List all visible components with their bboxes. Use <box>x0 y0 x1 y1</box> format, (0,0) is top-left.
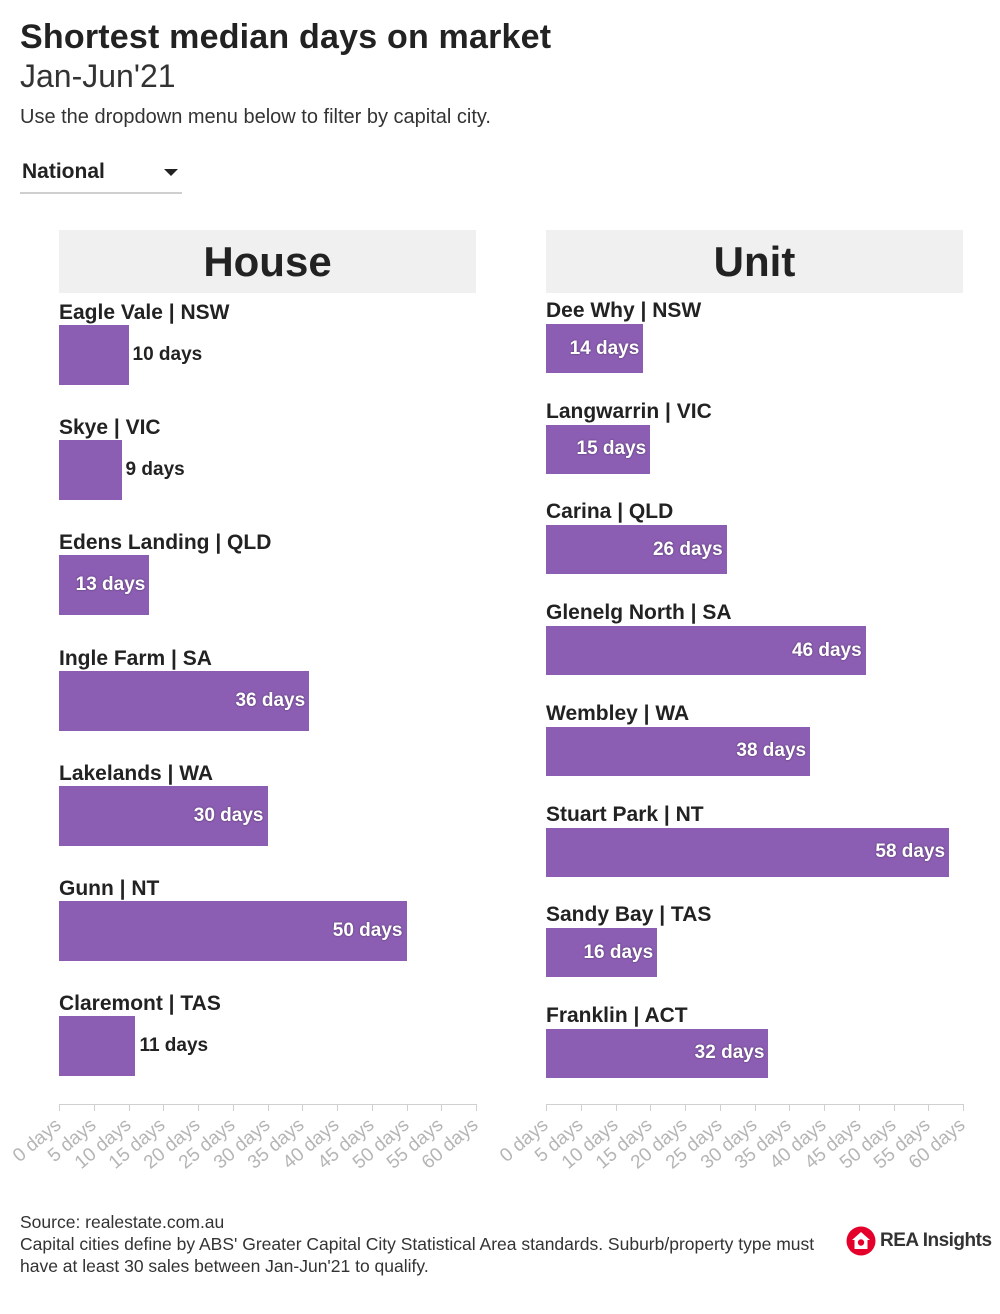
unit-value-label: 16 days <box>583 941 654 963</box>
house-tick-mark <box>198 1104 199 1111</box>
unit-value-label: 46 days <box>791 639 862 661</box>
house-bar[interactable] <box>59 670 310 731</box>
chevron-down-icon <box>164 169 178 176</box>
house-bar[interactable] <box>59 901 407 961</box>
city-filter-dropdown[interactable]: National <box>20 152 182 194</box>
unit-tick-mark <box>824 1104 825 1111</box>
unit-panel-header: Unit <box>546 230 963 293</box>
unit-tick-mark <box>720 1104 721 1111</box>
unit-tick-mark <box>928 1104 929 1111</box>
source-note: Source: realestate.com.au <box>20 1212 225 1232</box>
house-tick-mark <box>233 1104 234 1111</box>
house-tick-mark <box>94 1104 95 1111</box>
unit-tick-mark <box>755 1104 756 1111</box>
unit-tick-mark <box>859 1104 860 1111</box>
unit-category-label: Stuart Park | NT <box>546 802 704 826</box>
unit-tick-mark <box>650 1104 651 1111</box>
unit-value-label: 15 days <box>576 438 647 460</box>
unit-category-label: Franklin | ACT <box>546 1003 688 1027</box>
house-panel-header: House <box>59 230 476 293</box>
unit-bar[interactable] <box>546 726 811 776</box>
house-tick-mark <box>407 1104 408 1111</box>
unit-tick-mark <box>894 1104 895 1111</box>
house-category-label: Gunn | NT <box>59 877 160 900</box>
house-value-label: 36 days <box>235 689 306 711</box>
unit-value-label: 26 days <box>652 538 723 560</box>
unit-tick-mark <box>685 1104 686 1111</box>
house-tick-mark <box>59 1104 60 1111</box>
unit-category-label: Dee Why | NSW <box>546 299 702 322</box>
house-bar[interactable] <box>59 555 150 616</box>
unit-tick-mark <box>789 1104 790 1111</box>
house-tick-mark <box>268 1104 269 1111</box>
house-tick-mark <box>476 1104 477 1111</box>
unit-tick-mark <box>581 1104 582 1111</box>
chart-title: Shortest median days on market <box>20 18 552 56</box>
house-tick-mark <box>302 1104 303 1111</box>
unit-bar[interactable] <box>546 827 950 877</box>
methodology-note: Capital cities define by ABS' Greater Ca… <box>20 1234 815 1276</box>
house-value-label: 13 days <box>75 574 146 596</box>
unit-category-label: Sandy Bay | TAS <box>546 903 712 927</box>
house-category-label: Ingle Farm | SA <box>59 646 212 670</box>
house-tick-mark <box>163 1104 164 1111</box>
house-value-label: 10 days <box>132 344 203 365</box>
house-value-label: 11 days <box>139 1035 209 1057</box>
house-value-label: 30 days <box>193 804 264 826</box>
house-tick-mark <box>337 1104 338 1111</box>
unit-value-label: 38 days <box>736 740 807 762</box>
rea-house-icon <box>846 1226 876 1256</box>
house-category-label: Edens Landing | QLD <box>59 531 272 555</box>
house-bar[interactable] <box>59 785 268 846</box>
house-tick-mark <box>129 1104 130 1111</box>
unit-value-label: 14 days <box>569 337 640 359</box>
unit-bar[interactable] <box>546 324 644 373</box>
unit-category-label: Glenelg North | SA <box>546 601 732 625</box>
unit-value-label: 32 days <box>694 1042 765 1064</box>
house-category-label: Lakelands | WA <box>59 761 214 785</box>
house-category-label: Skye | VIC <box>59 416 161 440</box>
unit-tick-mark <box>963 1104 964 1111</box>
house-tick-mark <box>372 1104 373 1111</box>
unit-tick-mark <box>546 1104 547 1111</box>
unit-category-label: Langwarrin | VIC <box>546 399 712 423</box>
house-value-label: 9 days <box>125 459 185 481</box>
house-value-label: 50 days <box>332 920 403 941</box>
unit-tick-mark <box>616 1104 617 1111</box>
unit-bar[interactable] <box>546 525 727 575</box>
house-bar[interactable] <box>59 1016 136 1077</box>
unit-category-label: Carina | QLD <box>546 500 674 524</box>
house-bar[interactable] <box>59 440 122 501</box>
house-bar[interactable] <box>59 325 129 385</box>
unit-bar[interactable] <box>546 424 651 474</box>
unit-bar[interactable] <box>546 626 866 676</box>
house-tick-mark <box>441 1104 442 1111</box>
logo-text: REA Insights <box>880 1230 992 1251</box>
house-category-label: Eagle Vale | NSW <box>59 301 230 324</box>
house-category-label: Claremont | TAS <box>59 992 221 1016</box>
filter-instructions: Use the dropdown menu below to filter by… <box>20 106 491 128</box>
chart-subtitle: Jan-Jun'21 <box>20 58 176 94</box>
dropdown-selected-value: National <box>22 160 105 183</box>
unit-bar[interactable] <box>546 1028 769 1078</box>
unit-value-label: 58 days <box>875 841 946 862</box>
unit-bar[interactable] <box>546 928 658 978</box>
rea-insights-logo: REA Insights <box>846 1226 992 1256</box>
unit-category-label: Wembley | WA <box>546 701 690 725</box>
